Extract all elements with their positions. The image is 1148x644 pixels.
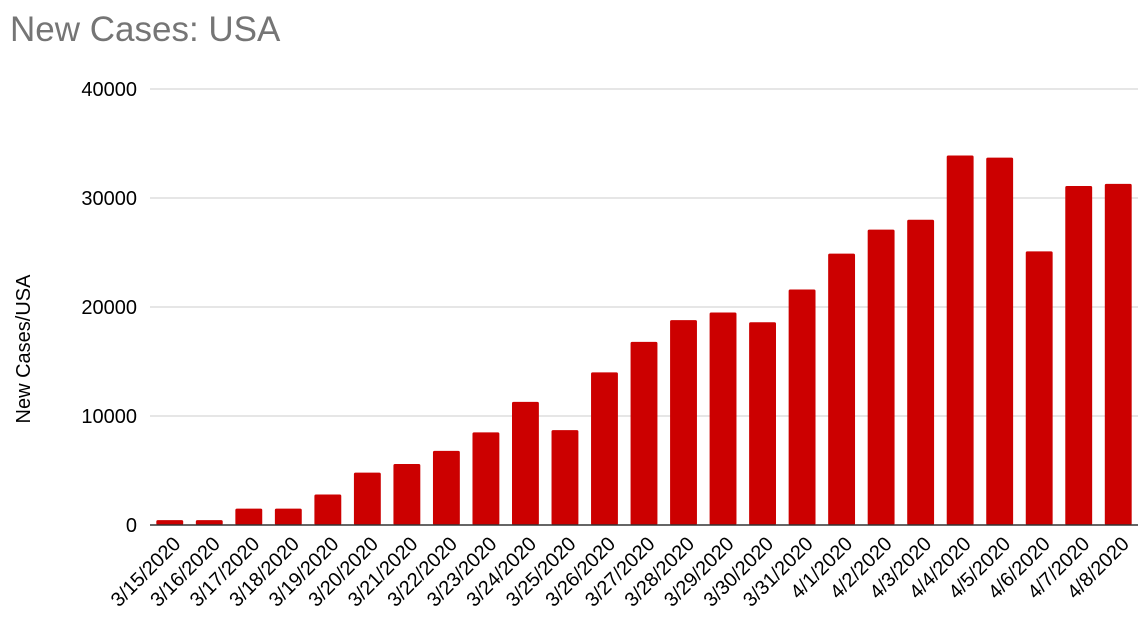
bar — [195, 520, 223, 525]
bar — [314, 494, 342, 525]
bar — [907, 219, 935, 526]
bar — [472, 432, 500, 525]
bar — [1065, 186, 1093, 525]
bar — [867, 229, 895, 526]
bar — [709, 312, 737, 525]
bars — [156, 155, 1132, 526]
y-axis-title: New Cases/USA — [13, 274, 35, 424]
y-tick-label: 40000 — [81, 79, 137, 101]
bar — [828, 253, 856, 525]
bar — [393, 463, 421, 525]
bar — [986, 157, 1014, 526]
bar — [946, 155, 974, 526]
chart-title: New Cases: USA — [10, 10, 281, 49]
bar — [551, 430, 579, 525]
bar — [353, 472, 381, 525]
bar — [1025, 251, 1053, 525]
bar — [630, 341, 658, 525]
bar — [1104, 183, 1132, 525]
bar — [156, 520, 184, 525]
bar — [591, 372, 618, 525]
bar — [749, 322, 776, 525]
bar — [432, 450, 460, 525]
bar — [235, 508, 263, 525]
bar — [788, 289, 816, 525]
y-tick-label: 0 — [126, 515, 137, 537]
y-tick-label: 20000 — [81, 297, 137, 319]
bar — [512, 401, 539, 525]
axes: 0100002000030000400003/15/20203/16/20203… — [81, 79, 1138, 611]
bar — [274, 508, 302, 525]
y-tick-label: 10000 — [81, 406, 137, 428]
y-tick-label: 30000 — [81, 188, 137, 210]
bar — [670, 320, 697, 525]
